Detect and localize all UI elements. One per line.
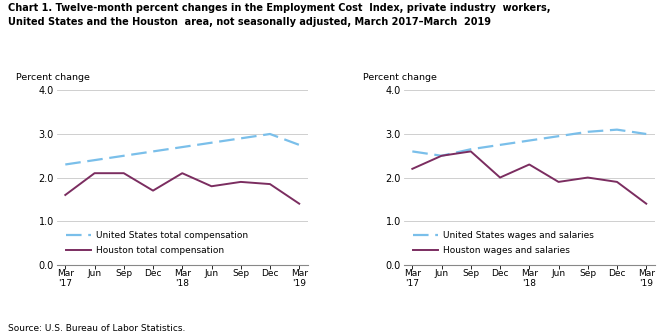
Text: Percent change: Percent change [363, 73, 437, 82]
Legend: United States wages and salaries, Houston wages and salaries: United States wages and salaries, Housto… [413, 231, 594, 255]
Legend: United States total compensation, Houston total compensation: United States total compensation, Housto… [66, 231, 248, 255]
Text: Chart 1. Twelve-month percent changes in the Employment Cost  Index, private ind: Chart 1. Twelve-month percent changes in… [8, 3, 551, 26]
Text: Source: U.S. Bureau of Labor Statistics.: Source: U.S. Bureau of Labor Statistics. [8, 324, 186, 333]
Text: Percent change: Percent change [16, 73, 90, 82]
